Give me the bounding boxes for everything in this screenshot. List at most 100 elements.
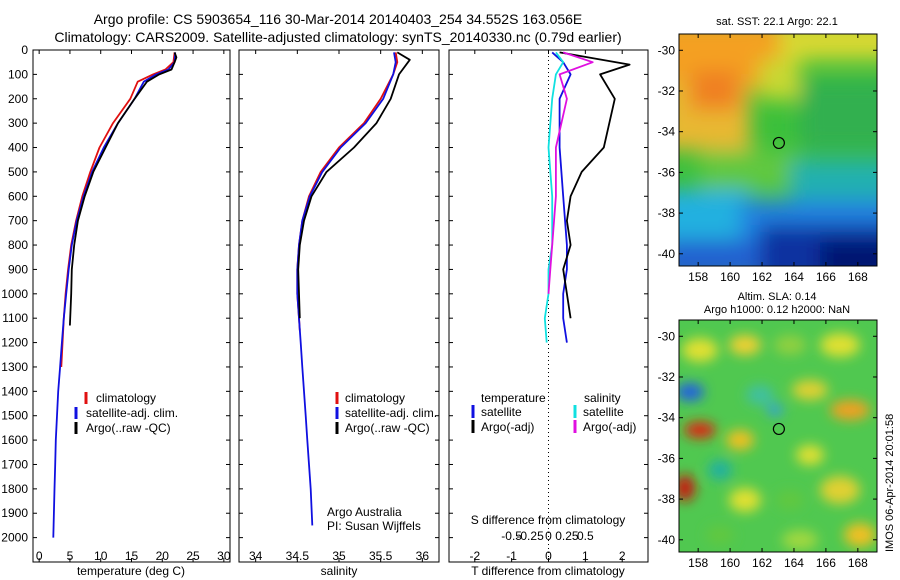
- legend-s-argo-label: Argo(-adj): [583, 420, 636, 434]
- series-line-satellite-adj-clim-: [52, 52, 177, 538]
- x-tick-label: 20: [156, 549, 170, 563]
- lon-tick-label: 168: [848, 556, 868, 570]
- series-line-salinity-satellite: [543, 51, 565, 343]
- depth-tick-label: 1900: [1, 506, 28, 520]
- lat-tick-label: -32: [658, 84, 676, 98]
- lon-tick-label: 160: [720, 270, 740, 284]
- difference-axes-frame: [448, 49, 649, 563]
- difference-ticks: -2 -1 0 1 2: [449, 49, 648, 563]
- temperature-ticks: 0 5 10 15 20 25 30: [33, 49, 231, 563]
- depth-tick-label: 1600: [1, 433, 28, 447]
- salinity-legend: climatology satellite-adj. clim. Argo(..…: [335, 391, 437, 435]
- x-tick-label: 5: [67, 549, 74, 563]
- sla-float-marker: [772, 422, 785, 436]
- x-tick-label: 2: [619, 549, 626, 563]
- temperature-series: [52, 52, 178, 538]
- sla-map-ticks: -30 -32 -34 -36 -38 -40 158 160 162 164 166 168: [658, 320, 877, 570]
- depth-tick-label: 600: [8, 189, 28, 203]
- lat-tick-label: -30: [658, 43, 676, 57]
- x-tick-label: 10: [94, 549, 108, 563]
- header-title-line1: Argo profile: CS 5903654_116 30-Mar-2014…: [94, 11, 583, 27]
- lat-tick-label: -34: [658, 411, 676, 425]
- s-tick-label: -0.5: [501, 529, 522, 543]
- depth-tick-label: 200: [8, 92, 28, 106]
- depth-tick-label: 1200: [1, 336, 28, 350]
- x-tick-label: -1: [506, 549, 517, 563]
- x-tick-label: 34: [249, 549, 263, 563]
- sla-field: [679, 320, 877, 552]
- lat-tick-label: -36: [658, 165, 676, 179]
- credit-org: Argo Australia: [327, 505, 402, 519]
- lon-tick-label: 164: [784, 270, 804, 284]
- depth-tick-label: 1300: [1, 360, 28, 374]
- header-title-line2: Climatology: CARS2009. Satellite-adjuste…: [54, 29, 621, 45]
- lon-tick-label: 160: [720, 556, 740, 570]
- salinity-axes-frame: [238, 49, 440, 563]
- lon-tick-label: 162: [752, 270, 772, 284]
- legend-satellite-clim-label-2: satellite-adj. clim.: [345, 406, 437, 420]
- sla-map-title-line1: Altim. SLA: 0.14: [738, 291, 817, 303]
- lon-tick-label: 158: [688, 270, 708, 284]
- x-tick-label: 0: [36, 549, 43, 563]
- lat-tick-label: -32: [658, 370, 676, 384]
- lon-tick-label: 164: [784, 556, 804, 570]
- legend-satellite-clim-label: satellite-adj. clim.: [86, 406, 178, 420]
- difference-series: [543, 51, 631, 343]
- temperature-legend: climatology satellite-adj. clim. Argo(..…: [74, 391, 178, 435]
- depth-tick-label: 800: [8, 238, 28, 252]
- depth-axis-labels: 0 100 200 300 400 500 600 700 800 900 1000 1100 1200…: [1, 43, 28, 545]
- sla-map-title-line2: Argo h1000: 0.12 h2000: NaN: [704, 304, 850, 316]
- depth-tick-label: 0: [21, 43, 28, 57]
- legend-salinity-heading: salinity: [584, 391, 621, 405]
- lat-tick-label: -38: [658, 492, 676, 506]
- depth-tick-label: 1700: [1, 457, 28, 471]
- lat-tick-label: -36: [658, 451, 676, 465]
- lon-tick-label: 158: [688, 556, 708, 570]
- s-difference-label: S difference from climatology: [471, 513, 626, 527]
- s-tick-label: 0.5: [577, 529, 594, 543]
- difference-panel: -2 -1 0 1 2 S difference from climatology -0…: [448, 49, 649, 578]
- depth-tick-label: 900: [8, 262, 28, 276]
- credit-pi: PI: Susan Wijffels: [327, 519, 421, 533]
- x-tick-label: 35: [332, 549, 346, 563]
- series-line-argo-raw-qc-: [69, 52, 178, 326]
- x-tick-label: 15: [125, 549, 139, 563]
- sla-map-frame: [678, 319, 878, 553]
- depth-tick-label: 700: [8, 214, 28, 228]
- lat-tick-label: -38: [658, 206, 676, 220]
- depth-tick-label: 1400: [1, 384, 28, 398]
- salinity-series: [296, 51, 411, 526]
- x-tick-label: 25: [186, 549, 200, 563]
- series-line-climatology: [60, 52, 176, 368]
- salinity-panel: 34 34.5 35 35.5 36 salinity climatology sate…: [238, 49, 440, 578]
- sst-map-title: sat. SST: 22.1 Argo: 22.1: [716, 16, 838, 28]
- legend-climatology-label-2: climatology: [345, 391, 405, 405]
- depth-tick-label: 300: [8, 116, 28, 130]
- x-tick-label: 0: [545, 549, 552, 563]
- x-tick-label: 34.5: [286, 549, 310, 563]
- salinity-xlabel: salinity: [321, 564, 358, 578]
- imos-timestamp: IMOS 06-Apr-2014 20:01:58: [884, 414, 896, 552]
- lon-tick-label: 168: [848, 270, 868, 284]
- legend-temperature-heading: temperature: [481, 391, 546, 405]
- depth-tick-label: 100: [8, 67, 28, 81]
- depth-tick-label: 2000: [1, 531, 28, 545]
- t-difference-xlabel: T difference from climatology: [471, 564, 625, 578]
- legend-s-satellite-label: satellite: [583, 405, 624, 419]
- sst-float-marker: [772, 136, 785, 150]
- sst-field: [679, 34, 877, 266]
- lat-tick-label: -30: [658, 329, 676, 343]
- legend-climatology-label: climatology: [96, 391, 156, 405]
- s-tick-label: 0.25: [555, 529, 579, 543]
- difference-legend: temperature salinity satellite Argo(-adj…: [471, 391, 636, 434]
- s-tick-label: -0.25: [516, 529, 544, 543]
- salinity-ticks: 34 34.5 35 35.5 36: [239, 49, 439, 563]
- legend-argo-label: Argo(..raw -QC): [86, 421, 171, 435]
- temperature-axes-frame: [32, 49, 231, 563]
- sla-map: Altim. SLA: 0.14 Argo h1000: 0.12 h2000:…: [658, 291, 878, 570]
- legend-t-satellite-label: satellite: [481, 405, 522, 419]
- sst-map-frame: [678, 33, 878, 267]
- series-line-argo-raw-qc-: [297, 51, 411, 319]
- depth-tick-label: 1100: [2, 311, 28, 325]
